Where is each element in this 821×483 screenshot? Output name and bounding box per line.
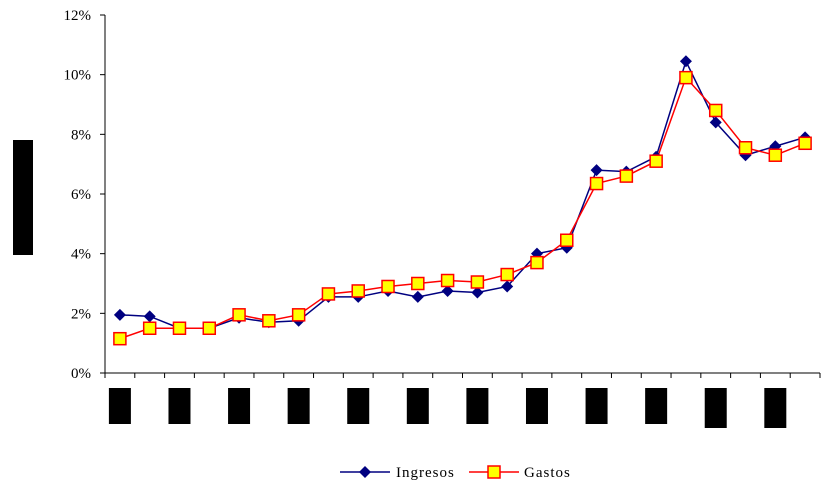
y-tick-label: 4% <box>71 247 91 263</box>
point-ingresos <box>590 164 603 177</box>
point-gastos <box>798 136 812 151</box>
point-gastos <box>768 148 783 162</box>
x-axis-labels-redacted <box>108 388 787 428</box>
point-ingresos <box>113 308 126 321</box>
point-ingresos <box>709 116 722 129</box>
y-axis-label-redacted <box>13 140 33 255</box>
x-label-redacted <box>525 388 548 424</box>
point-ingresos <box>679 55 692 68</box>
x-label-redacted <box>228 388 251 424</box>
point-gastos <box>560 233 574 247</box>
legend-gastos-marker <box>487 465 501 479</box>
point-gastos <box>321 287 336 301</box>
point-gastos <box>530 255 544 270</box>
x-label-redacted <box>764 388 787 428</box>
series-lines <box>119 59 806 340</box>
point-gastos <box>232 308 246 322</box>
point-gastos <box>500 267 514 282</box>
point-gastos <box>351 284 365 298</box>
x-label-redacted <box>466 388 489 424</box>
point-ingresos <box>411 290 424 303</box>
y-tick-label: 0% <box>71 366 91 382</box>
y-tick-label: 8% <box>71 127 91 143</box>
point-gastos <box>738 141 753 155</box>
point-gastos <box>291 308 306 322</box>
point-gastos <box>589 176 604 191</box>
point-gastos <box>440 273 455 288</box>
x-label-redacted <box>585 388 608 424</box>
y-tick-label: 10% <box>64 68 92 84</box>
point-gastos <box>411 276 425 291</box>
point-ingresos <box>441 284 454 297</box>
point-gastos <box>619 169 634 183</box>
series-markers <box>113 55 812 346</box>
point-gastos <box>649 154 663 168</box>
x-label-redacted <box>347 388 370 424</box>
series-line-gastos <box>119 76 806 340</box>
y-tick-label: 2% <box>71 306 91 322</box>
y-axis-ticks: 0% 2% 4% 6% 8% 10% 12% <box>64 8 105 382</box>
point-ingresos <box>143 310 156 323</box>
point-gastos <box>113 331 127 346</box>
y-tick-label: 6% <box>71 187 91 203</box>
x-axis-ticks <box>104 373 821 378</box>
legend-gastos-label: Gastos <box>524 465 571 481</box>
legend-ingresos-marker <box>359 466 371 478</box>
point-gastos <box>142 321 157 335</box>
legend-ingresos-label: Ingresos <box>396 465 455 481</box>
point-gastos <box>708 103 723 118</box>
x-label-redacted <box>287 388 310 424</box>
point-gastos <box>172 321 187 335</box>
point-gastos <box>262 314 276 328</box>
point-gastos <box>381 279 395 294</box>
point-gastos <box>202 321 217 335</box>
x-label-redacted <box>406 388 429 424</box>
legend: Ingresos Gastos <box>340 465 571 481</box>
series-line-ingresos <box>119 59 806 329</box>
point-ingresos <box>471 286 484 299</box>
x-label-redacted <box>108 388 131 424</box>
x-label-redacted <box>168 388 191 424</box>
point-gastos <box>679 70 693 85</box>
x-label-redacted <box>704 388 727 428</box>
x-label-redacted <box>645 388 668 424</box>
point-gastos <box>470 275 485 289</box>
point-ingresos <box>501 280 514 293</box>
y-tick-label: 12% <box>64 8 92 24</box>
